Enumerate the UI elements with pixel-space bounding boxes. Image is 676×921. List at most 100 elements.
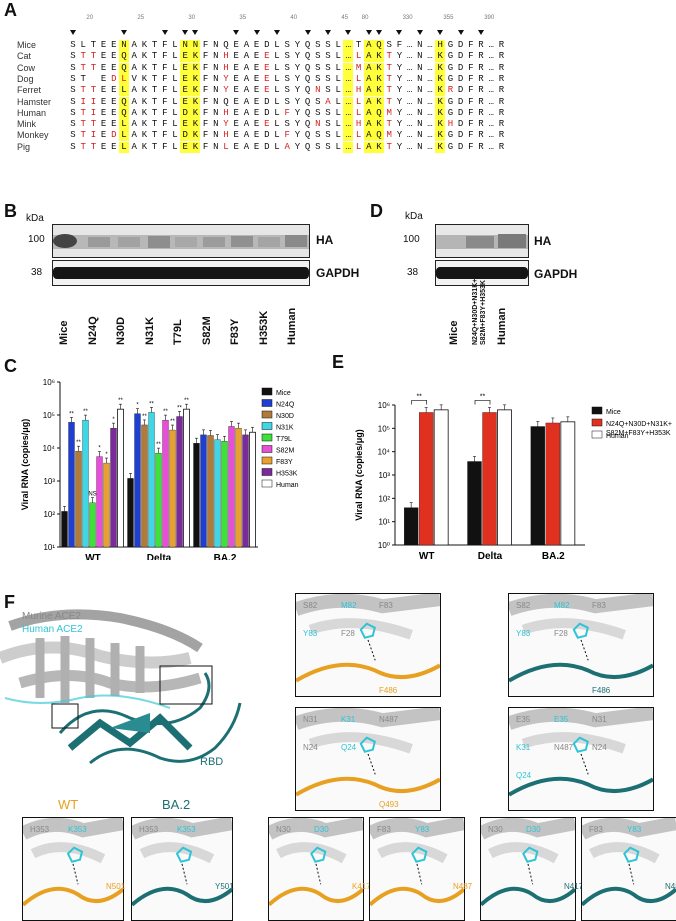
residue: N <box>190 40 201 51</box>
residue: E <box>111 40 117 50</box>
residue: T <box>151 107 158 118</box>
structure-inset <box>295 593 441 697</box>
bar <box>127 478 134 548</box>
residue-label: K31 <box>516 743 531 752</box>
lane-label: N24Q <box>86 316 99 345</box>
residue: L <box>355 141 362 152</box>
residue: N <box>213 141 219 152</box>
residue: … <box>488 85 494 96</box>
bar <box>530 426 545 546</box>
residue: D <box>457 130 464 141</box>
residue: K <box>141 141 148 152</box>
residue: T <box>80 85 86 96</box>
residue: L <box>335 51 341 62</box>
residue-label: Q24 <box>341 743 357 752</box>
residue: Q <box>304 119 311 130</box>
residue: … <box>343 141 354 153</box>
residue: R <box>498 119 505 130</box>
residue: T <box>386 96 392 107</box>
residue: K <box>435 107 446 119</box>
residue: S <box>315 130 321 141</box>
bar <box>228 426 235 548</box>
residue: E <box>111 51 117 62</box>
residue: A <box>243 85 250 96</box>
residue: … <box>427 107 433 118</box>
residue: S <box>325 51 331 62</box>
residue: R <box>498 141 505 152</box>
y-tick-label: 10⁰ <box>378 541 390 550</box>
bar <box>242 434 249 548</box>
residue: S <box>325 40 331 50</box>
key-residue-marker <box>345 30 352 35</box>
residue: K <box>141 40 148 50</box>
residue: A <box>363 119 374 131</box>
significance-label: ** <box>177 406 182 412</box>
residue: Y <box>294 119 301 130</box>
residue: Q <box>119 51 129 63</box>
residue: … <box>343 119 354 131</box>
residue: E <box>100 73 107 84</box>
alignment-row: Cow S T T E E Q A K T F L E K F N H E A E E L S Y Q S S L… M A K T Y… N… K… <box>17 62 657 74</box>
residue: … <box>488 62 494 73</box>
panel-label-c: C <box>4 356 17 376</box>
residue-label: D30 <box>526 825 541 834</box>
legend-swatch <box>591 430 603 439</box>
legend-label: Mice <box>276 390 291 397</box>
residue: L <box>335 73 341 84</box>
residue: D <box>264 107 270 118</box>
residue: F <box>162 141 168 152</box>
residue-label: N24 <box>303 743 318 752</box>
legend-label: N30D <box>276 413 294 420</box>
residue: G <box>447 40 454 50</box>
residue: A <box>363 107 374 119</box>
residue: K <box>435 73 446 85</box>
ha-blot-b <box>52 224 310 258</box>
residue: R <box>478 40 484 50</box>
residue: F <box>468 73 474 84</box>
kda-unit-b: kDa <box>26 213 44 224</box>
panel-label-b: B <box>4 201 17 221</box>
residue: S <box>315 141 321 152</box>
residue: Y <box>294 51 301 62</box>
residue: A <box>131 119 137 130</box>
residue: D <box>457 141 464 152</box>
residue: H <box>435 40 446 51</box>
residue-label: E35 <box>516 715 531 724</box>
residue: L <box>172 107 178 118</box>
legend-swatch <box>261 479 273 488</box>
residue: K <box>141 51 148 62</box>
rbd-ace2-overview <box>0 609 242 765</box>
residue: A <box>363 62 374 74</box>
residue: A <box>131 62 137 73</box>
residue: H <box>223 107 229 118</box>
residue: Q <box>304 130 311 141</box>
residue: L <box>172 85 178 96</box>
structure-inset <box>480 817 576 921</box>
residue: K <box>141 73 148 84</box>
residue: S <box>70 119 76 130</box>
residue: … <box>406 130 413 141</box>
residue: Y <box>223 73 229 84</box>
residue: Y <box>396 107 403 118</box>
bar <box>155 452 162 548</box>
residue: F <box>468 107 474 118</box>
residue: Q <box>223 40 229 50</box>
residue: S <box>315 107 321 118</box>
residue: E <box>100 130 107 141</box>
residue: D <box>457 62 464 73</box>
residue-label: M82 <box>341 601 357 610</box>
residue: A <box>131 51 137 62</box>
residue: F <box>202 51 209 62</box>
legend-swatch <box>261 387 273 396</box>
significance-label: ** <box>156 442 161 448</box>
position-number: 20 <box>86 15 94 21</box>
residue: S <box>325 85 331 96</box>
residue: S <box>70 141 76 152</box>
residue: D <box>457 119 464 130</box>
residue: G <box>447 96 454 107</box>
structure-inset <box>508 593 654 697</box>
bar <box>214 439 221 548</box>
residue: T <box>80 119 86 130</box>
residue: Q <box>304 40 311 50</box>
residue: Y <box>396 119 403 130</box>
